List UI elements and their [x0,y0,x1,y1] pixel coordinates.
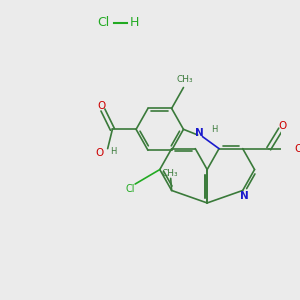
Text: O: O [96,148,104,158]
Text: N: N [240,191,249,201]
Text: N: N [195,128,204,138]
Text: CH₃: CH₃ [162,169,178,178]
Text: O: O [278,121,286,131]
Text: Cl: Cl [98,16,110,29]
Text: O: O [294,144,300,154]
Text: H: H [211,125,218,134]
Text: CH₃: CH₃ [177,75,193,84]
Text: H: H [130,16,140,29]
Text: H: H [110,147,116,156]
Text: Cl: Cl [126,184,135,194]
Text: O: O [97,101,106,111]
